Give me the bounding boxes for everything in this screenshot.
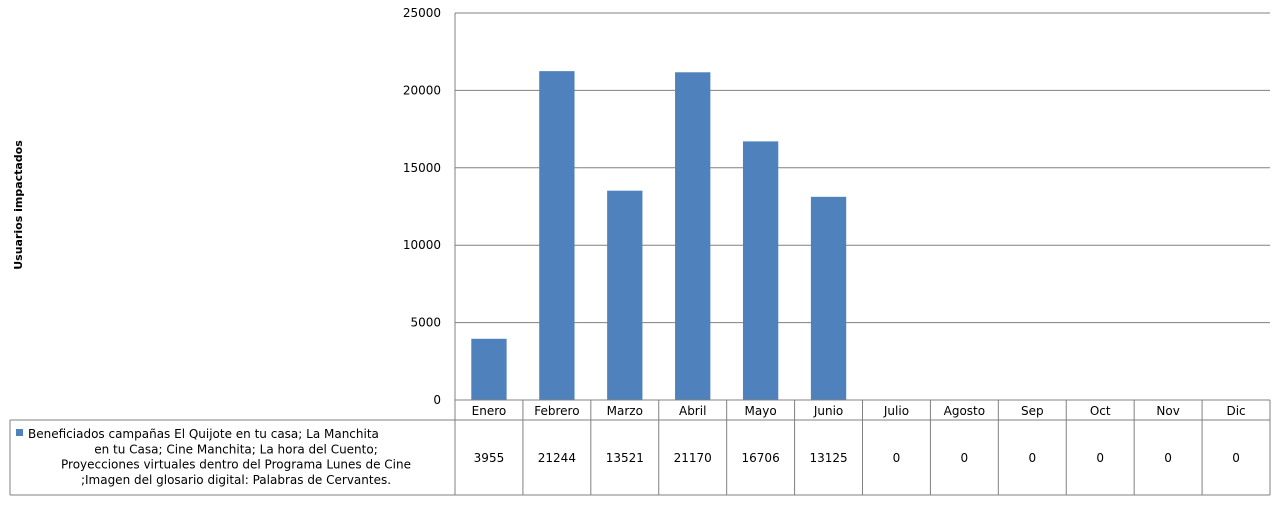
legend-key [16,429,23,436]
category-label: Marzo [607,404,643,418]
data-table: Enero 3955 Febrero 21244 Marzo 13521 Abril 2117… [9,399,1271,496]
value-label: 16706 [742,451,780,465]
value-label: 0 [893,451,901,465]
bar [539,71,575,400]
category-label: Abril [679,404,706,418]
bars [471,71,847,401]
category-label: Febrero [534,404,579,418]
y-tick-label: 0 [433,393,441,407]
bar [675,72,711,401]
y-axis-label: Usuarios impactados [12,140,25,270]
category-label: Julio [883,404,909,418]
category-label: Mayo [745,404,777,418]
category-label: Enero [472,404,507,418]
category-label: Junio [813,404,843,418]
legend-label: Beneficiados campañas El Quijote en tu c… [28,427,379,441]
bar [810,196,847,400]
value-label: 21170 [674,451,712,465]
y-tick-label: 5000 [410,316,441,330]
gridlines [454,12,1270,401]
y-tick-label: 10000 [403,238,441,252]
value-label: 0 [961,451,969,465]
legend-label: ;Imagen del glosario digital: Palabras d… [81,473,391,487]
y-tick-label: 15000 [403,161,441,175]
legend-label: Proyecciones virtuales dentro del Progra… [61,458,411,472]
bar [607,190,643,400]
value-label: 0 [1096,451,1104,465]
value-label: 13521 [606,451,644,465]
category-label: Nov [1156,404,1179,418]
category-label: Oct [1090,404,1111,418]
bar [471,338,507,400]
value-label: 3955 [474,451,505,465]
legend-label: en tu Casa; Cine Manchita; La hora del C… [94,442,378,456]
value-label: 0 [1232,451,1240,465]
value-label: 0 [1164,451,1172,465]
bar [742,141,779,400]
value-label: 0 [1028,451,1036,465]
category-label: Sep [1021,404,1044,418]
y-tick-label: 20000 [403,83,441,97]
y-tick-label: 25000 [403,6,441,20]
value-label: 13125 [809,451,847,465]
value-label: 21244 [538,451,576,465]
y-axis-ticks: 0 5000 10000 15000 20000 25000 [403,6,441,407]
category-label: Agosto [944,404,985,418]
category-label: Dic [1226,404,1245,418]
